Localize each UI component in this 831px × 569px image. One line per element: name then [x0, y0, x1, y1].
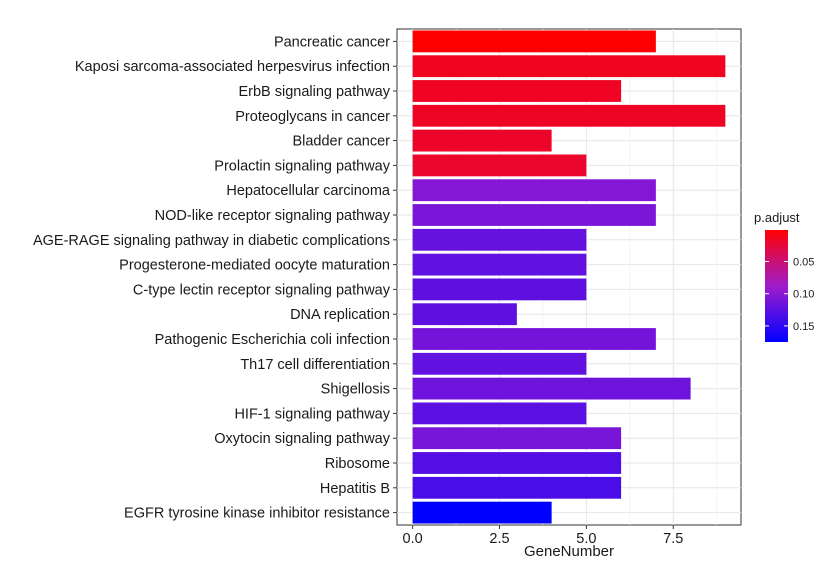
x-axis-title: GeneNumber: [524, 543, 614, 560]
bars: [412, 30, 726, 524]
bar: [412, 253, 587, 276]
x-tick-label: 0.0: [403, 531, 423, 547]
x-tick-label: 2.5: [489, 531, 509, 547]
legend-title: p.adjust: [754, 210, 800, 225]
bar: [412, 129, 552, 152]
bar: [412, 377, 691, 400]
category-label: Shigellosis: [321, 382, 390, 398]
legend-tick-label: 0.05: [793, 257, 814, 269]
bar: [412, 402, 587, 425]
legend: p.adjust 0.05 0.10 0.15: [754, 210, 814, 342]
bar: [412, 303, 517, 326]
category-label: Hepatocellular carcinoma: [226, 183, 391, 199]
category-label: Pancreatic cancer: [274, 34, 390, 50]
category-label: Hepatitis B: [320, 481, 390, 497]
category-label: Kaposi sarcoma-associated herpesvirus in…: [75, 59, 390, 75]
category-label: AGE-RAGE signaling pathway in diabetic c…: [33, 233, 390, 249]
category-label: NOD-like receptor signaling pathway: [155, 208, 391, 224]
y-axis: Pancreatic cancer Kaposi sarcoma-associat…: [33, 34, 397, 522]
category-label: Ribosome: [325, 456, 390, 472]
category-label: Pathogenic Escherichia coli infection: [155, 332, 390, 348]
legend-tick-label: 0.10: [793, 289, 814, 301]
bar: [412, 80, 622, 102]
legend-tick-label: 0.15: [793, 321, 814, 333]
category-label: Progesterone-mediated oocyte maturation: [119, 258, 390, 274]
bar: [412, 328, 656, 350]
bar: [412, 476, 622, 499]
category-label: Proteoglycans in cancer: [235, 109, 390, 125]
plot-panel: [396, 28, 742, 526]
category-label: DNA replication: [290, 307, 390, 323]
x-tick-label: 7.5: [663, 531, 683, 547]
bar: [412, 427, 622, 450]
category-label: Bladder cancer: [292, 134, 390, 150]
x-tick-label: 5.0: [576, 531, 596, 547]
category-label: Th17 cell differentiation: [240, 357, 390, 373]
bar: [412, 30, 656, 53]
category-label: Prolactin signaling pathway: [214, 158, 390, 174]
bar: [412, 104, 726, 127]
bar: [412, 352, 587, 375]
bar: [412, 179, 656, 202]
bar: [412, 501, 552, 524]
x-axis: 0.0 2.5 5.0 7.5: [403, 525, 683, 547]
bar: [412, 55, 726, 78]
bar: [412, 204, 656, 226]
bar: [412, 154, 587, 177]
category-label: C-type lectin receptor signaling pathway: [133, 282, 391, 298]
category-label: ErbB signaling pathway: [238, 84, 390, 100]
category-label: HIF-1 signaling pathway: [234, 406, 390, 422]
legend-colorbar: [765, 230, 788, 342]
bar: [412, 452, 622, 474]
bar: [412, 278, 587, 301]
category-label: Oxytocin signaling pathway: [214, 431, 390, 447]
bar: [412, 228, 587, 251]
category-label: EGFR tyrosine kinase inhibitor resistanc…: [124, 506, 390, 522]
